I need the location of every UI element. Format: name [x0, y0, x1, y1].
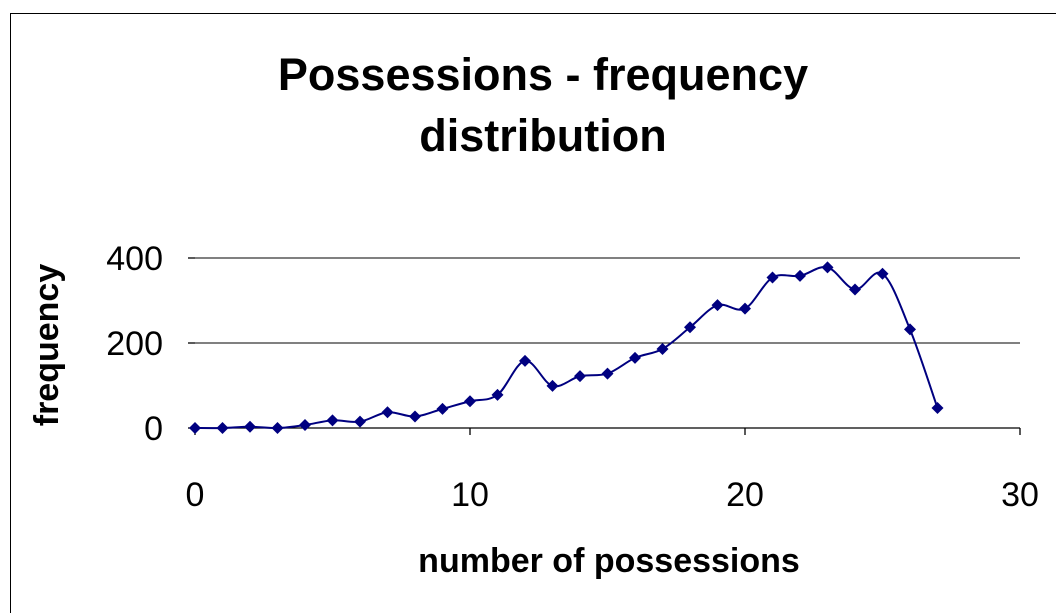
data-point-23 [821, 261, 834, 274]
data-point-18 [684, 321, 696, 334]
data-point-1 [216, 422, 229, 434]
x-tick-label: 20 [726, 476, 764, 514]
data-point-10 [464, 395, 476, 408]
x-tick-label: 30 [1001, 476, 1039, 514]
gridlines [195, 257, 1020, 344]
chart-title-line-2: distribution [419, 110, 666, 161]
data-point-17 [656, 342, 669, 355]
series-line [194, 265, 939, 430]
data-point-6 [354, 415, 366, 428]
data-point-9 [436, 402, 449, 415]
data-point-4 [299, 419, 311, 432]
data-point-22 [794, 269, 806, 282]
data-point-7 [381, 406, 394, 419]
data-point-21 [766, 271, 779, 284]
chart-frame [10, 13, 1056, 613]
data-point-25 [876, 267, 889, 280]
data-point-15 [601, 367, 614, 380]
y-tick-label: 400 [106, 240, 163, 278]
data-point-24 [849, 283, 861, 296]
x-tick-label: 0 [186, 476, 205, 514]
data-point-3 [271, 422, 284, 434]
y-axis-ticks: 0 200 400 [106, 240, 195, 448]
data-point-20 [739, 302, 751, 315]
data-point-0 [189, 422, 201, 434]
data-point-19 [711, 299, 724, 312]
x-axis-title: number of possessions [418, 542, 800, 580]
series-markers [189, 261, 944, 434]
data-point-16 [629, 351, 641, 364]
y-tick-label: 0 [144, 410, 163, 448]
data-point-26 [904, 323, 916, 336]
data-point-2 [244, 420, 256, 433]
data-point-27 [931, 402, 944, 415]
data-point-14 [574, 370, 586, 383]
chart-title-line-1: Possessions - frequency [278, 49, 808, 100]
x-axis-ticks: 0 10 20 30 [186, 428, 1039, 514]
chart: Possessions - frequency distribution 0 10… [28, 49, 1039, 580]
data-point-8 [409, 410, 421, 423]
data-point-13 [546, 379, 559, 392]
data-point-12 [519, 354, 531, 367]
y-tick-label: 200 [106, 325, 163, 363]
y-axis-title: frequency [28, 264, 66, 427]
x-tick-label: 10 [451, 476, 489, 514]
data-point-5 [326, 414, 339, 427]
data-point-11 [491, 388, 504, 401]
